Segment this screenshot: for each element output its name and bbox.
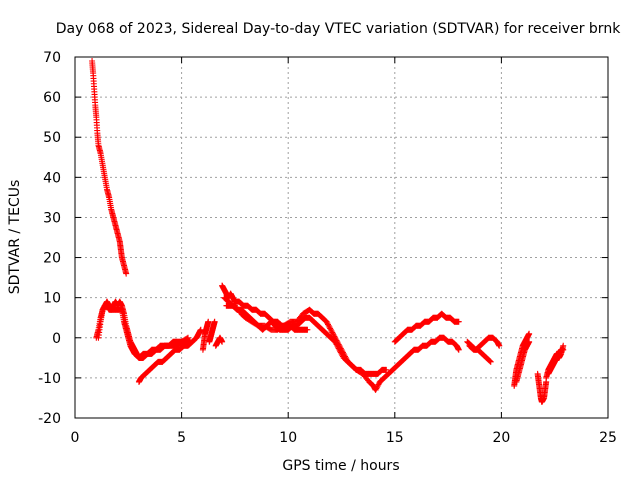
data-point — [323, 318, 330, 325]
y-tick-label: 30 — [43, 210, 61, 226]
data-point — [337, 345, 344, 352]
data-point — [340, 350, 347, 357]
y-tick-label: 10 — [43, 291, 61, 307]
data-point — [560, 342, 567, 349]
data-point — [331, 333, 338, 340]
data-point — [374, 382, 381, 389]
data-point — [332, 334, 339, 341]
data-point — [324, 320, 331, 327]
x-tick-label: 0 — [71, 430, 80, 446]
data-point — [183, 335, 190, 342]
x-tick-label: 15 — [386, 430, 404, 446]
data-point — [383, 366, 390, 373]
data-point — [328, 328, 335, 335]
data-point — [205, 318, 212, 325]
y-tick-label: -20 — [38, 411, 61, 427]
data-point — [526, 330, 533, 337]
data-point — [329, 329, 336, 336]
data-point — [329, 330, 336, 337]
data-point — [526, 338, 533, 345]
data-point — [336, 342, 343, 349]
x-axis-label: GPS time / hours — [282, 458, 399, 474]
data-point — [332, 336, 339, 343]
data-point — [184, 334, 191, 341]
data-point — [327, 325, 334, 332]
chart-title: Day 068 of 2023, Sidereal Day-to-day VTE… — [56, 21, 621, 37]
data-point — [486, 357, 493, 364]
data-point — [334, 340, 341, 347]
y-tick-label: 20 — [43, 251, 61, 267]
y-tick-label: -10 — [38, 371, 61, 387]
data-point — [327, 326, 334, 333]
data-point — [373, 385, 380, 392]
data-point — [374, 384, 381, 391]
axis-ticks: 0 5 10 15 20 25 -20 -10 0 10 20 30 40 50 60 70 — [38, 50, 617, 446]
data-point — [375, 381, 382, 388]
y-tick-label: 50 — [43, 130, 61, 146]
x-tick-label: 20 — [492, 430, 510, 446]
y-tick-label: 0 — [52, 331, 61, 347]
data-point — [197, 326, 204, 333]
data-point — [341, 352, 348, 359]
y-axis-label: SDTVAR / TECUs — [7, 180, 23, 295]
data-points — [89, 58, 567, 405]
data-point — [487, 358, 494, 365]
data-point — [219, 338, 226, 345]
data-point — [335, 341, 342, 348]
y-tick-label: 70 — [43, 50, 61, 66]
data-point — [304, 326, 311, 333]
x-tick-label: 25 — [599, 430, 617, 446]
data-point — [496, 342, 503, 349]
data-point — [339, 348, 346, 355]
y-tick-label: 40 — [43, 170, 61, 186]
data-point — [342, 354, 349, 361]
data-point — [330, 332, 337, 339]
y-tick-label: 60 — [43, 90, 61, 106]
data-point — [337, 344, 344, 351]
data-point — [123, 270, 130, 277]
data-point — [338, 346, 345, 353]
data-point — [487, 358, 494, 365]
data-point — [334, 338, 341, 345]
data-point — [211, 318, 218, 325]
data-point — [343, 356, 350, 363]
plot-frame — [74, 56, 609, 419]
grid — [75, 57, 608, 418]
x-tick-label: 5 — [177, 430, 186, 446]
data-point — [325, 322, 332, 329]
data-point — [333, 337, 340, 344]
data-point — [372, 386, 379, 393]
data-point — [339, 349, 346, 356]
x-tick-label: 10 — [279, 430, 297, 446]
data-point — [455, 346, 462, 353]
data-point — [342, 353, 349, 360]
data-point — [324, 321, 331, 328]
data-point — [326, 324, 333, 331]
data-point — [455, 318, 462, 325]
